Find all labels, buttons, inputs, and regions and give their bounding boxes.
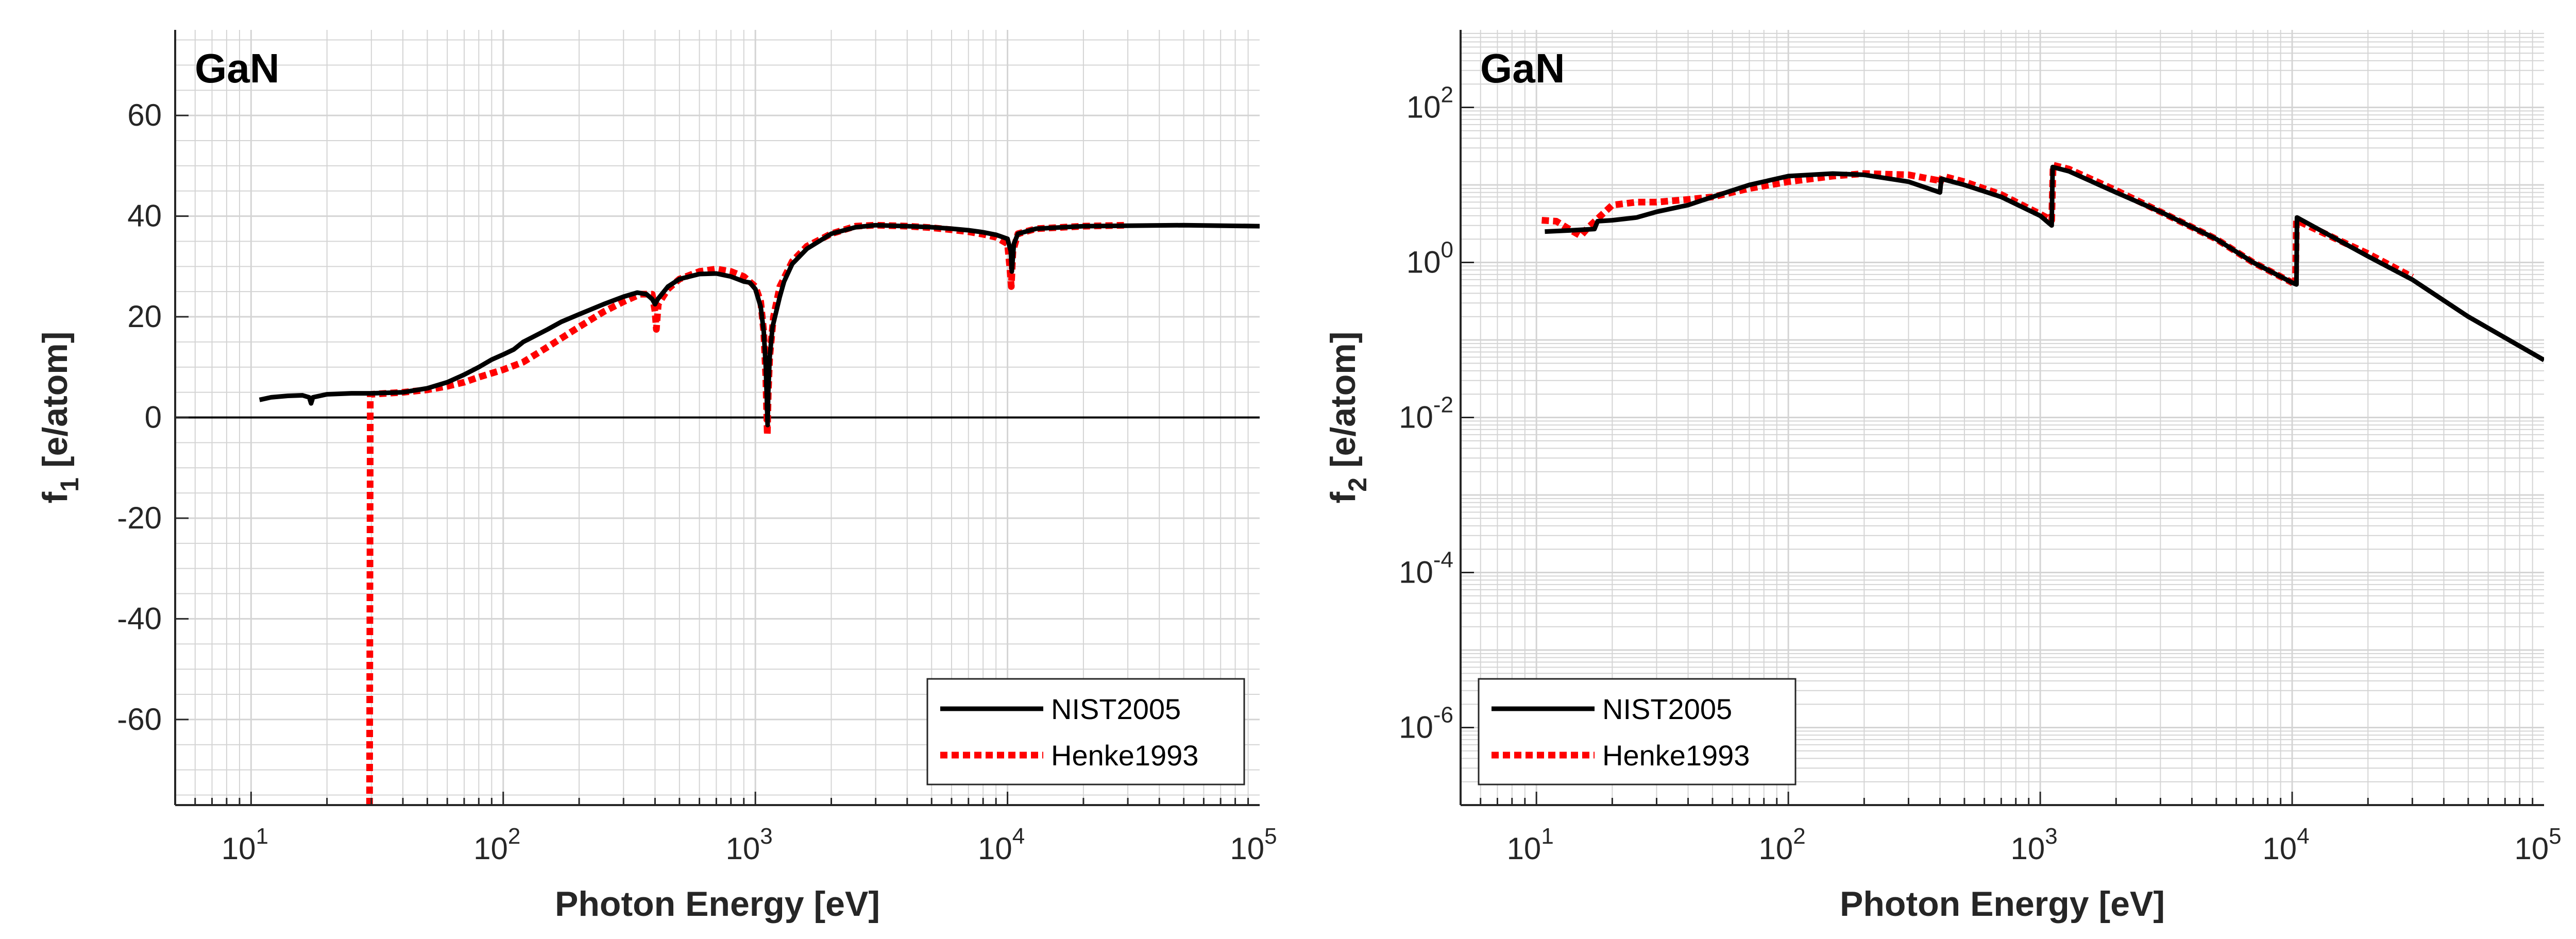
chart-1-legend-label: NIST2005 (1051, 693, 1181, 725)
chart-1-ytick-label: 40 (127, 199, 162, 233)
f1-chart-panel: 101 102 103 104 105 60 40 20 0 -20 -40 -60 GaN Photon… (36, 30, 1277, 924)
chart-1-ytick-label: -40 (117, 601, 162, 636)
chart-2-xtick-label: 104 (2262, 824, 2309, 866)
chart-2-xtick-label: 101 (1507, 824, 1554, 866)
chart-2-xtick-label: 102 (1759, 824, 1806, 866)
chart-1-series (259, 221, 1260, 805)
chart-2-y-axis-label: f2 [e/atom] (1324, 332, 1372, 504)
chart-2-series-nist2005 (1545, 164, 2544, 363)
chart-1-series-nist2005 (259, 223, 1260, 428)
chart-1-ytick-label: 60 (127, 98, 162, 132)
chart-1-xtick-label: 103 (726, 824, 773, 866)
chart-2-series (1541, 162, 2544, 363)
chart-2-x-axis-label: Photon Energy [eV] (1840, 884, 2165, 924)
chart-1-xtick-label: 104 (978, 824, 1025, 866)
chart-1-xtick-label: 102 (473, 824, 520, 866)
chart-2-legend-label: Henke1993 (1602, 739, 1750, 772)
chart-2-ytick-label: 10-4 (1399, 548, 1453, 590)
chart-1-xtick-label: 101 (222, 824, 268, 866)
chart-1-ytick-label: -20 (117, 501, 162, 535)
chart-1-title: GaN (195, 45, 280, 91)
chart-2-ytick-label: 102 (1406, 82, 1453, 125)
chart-1-legend-label: Henke1993 (1051, 739, 1198, 772)
chart-1-y-axis-label: f1 [e/atom] (36, 332, 84, 504)
chart-2-xtick-label: 105 (2514, 824, 2561, 866)
f2-chart-panel: 101 102 103 104 105 102 100 10-2 10-4 10-6 GaN Phot… (1324, 30, 2562, 924)
chart-1-ytick-label: 0 (145, 400, 162, 435)
chart-2-legend: NIST2005 Henke1993 (1478, 678, 1797, 786)
chart-2-ytick-label: 100 (1406, 237, 1453, 280)
chart-2-legend-box (1478, 678, 1797, 786)
chart-2-ytick-label: 10-2 (1399, 392, 1453, 435)
chart-2-series-henke1993 (1541, 162, 2414, 289)
chart-1-ytick-label: 20 (127, 299, 162, 334)
chart-1-legend-box (926, 678, 1245, 786)
chart-1-legend: NIST2005 Henke1993 (926, 678, 1245, 786)
chart-2-legend-label: NIST2005 (1602, 693, 1732, 725)
chart-2-title: GaN (1480, 45, 1565, 91)
chart-2-xtick-label: 103 (2010, 824, 2057, 866)
chart-1-x-axis-label: Photon Energy [eV] (555, 884, 880, 924)
chart-1-xtick-label: 105 (1230, 824, 1277, 866)
chart-1-ytick-label: -60 (117, 702, 162, 737)
chart-2-ytick-label: 10-6 (1399, 703, 1453, 745)
